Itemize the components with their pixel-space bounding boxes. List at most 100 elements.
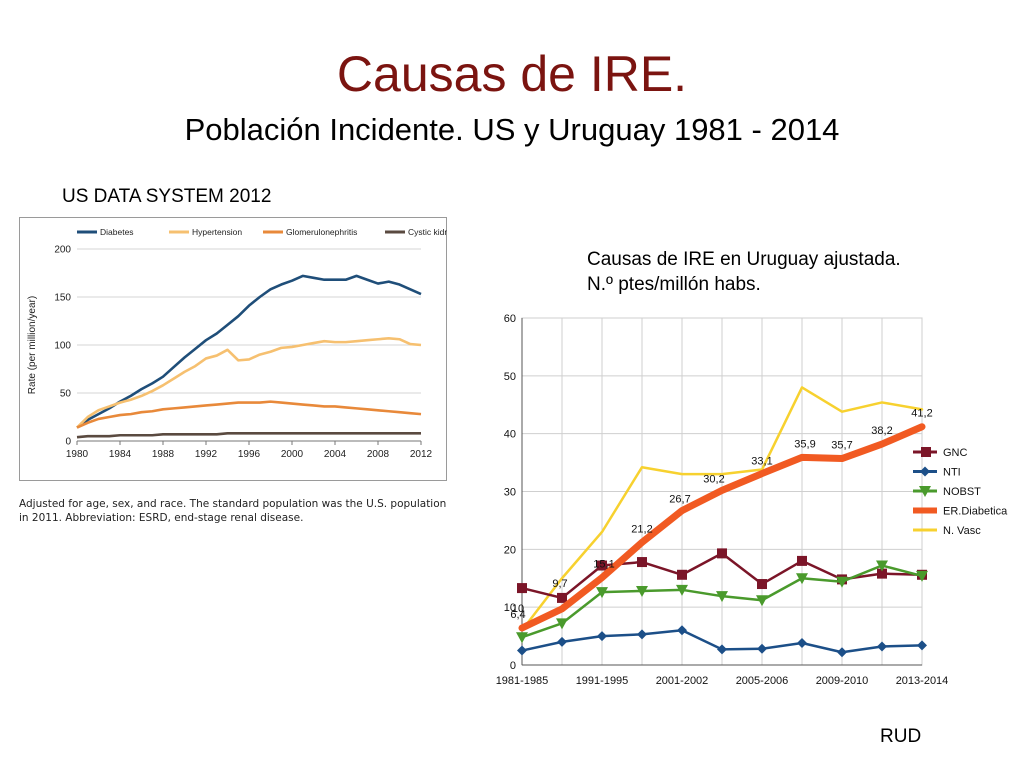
uy-point-nti	[877, 641, 887, 652]
uy-chart-heading: Causas de IRE en Uruguay ajustada. N.º p…	[587, 247, 901, 297]
us-x-tick-label: 2004	[324, 449, 347, 460]
uy-legend-label-nobst: NOBST	[943, 486, 981, 498]
uy-point-nti	[557, 636, 567, 647]
us-chart-note: Adjusted for age, sex, and race. The sta…	[19, 498, 447, 524]
uy-legend-label-er-diabetica: ER.Diabetica	[943, 506, 1008, 518]
uy-data-label: 33,1	[751, 456, 772, 468]
uy-legend-marker-nti	[920, 466, 930, 477]
uy-point-gnc	[757, 579, 767, 590]
uy-point-nti	[797, 638, 807, 649]
us-x-tick-label: 1988	[152, 449, 175, 460]
us-incidence-chart: 0 50 100 150 200 1980 1984 1988 1992 1996 2000 2004…	[27, 227, 447, 460]
uy-chart-heading-line-2: N.º ptes/millón habs.	[587, 274, 761, 295]
us-y-axis-label: Rate (per million/year)	[27, 296, 38, 394]
uy-point-nti	[717, 644, 727, 655]
uy-legend-item-er-diabetica: ER.Diabetica	[913, 506, 1008, 518]
uy-point-nobst	[836, 576, 848, 588]
us-y-tick-label: 50	[60, 389, 72, 400]
us-series-line-hypertension	[76, 336, 422, 429]
us-x-tick-label: 2012	[410, 449, 433, 460]
uy-point-nobst	[756, 595, 768, 607]
uy-point-nobst	[676, 584, 688, 596]
us-chart-frame	[19, 217, 447, 481]
uy-legend-label-n-vasc: N. Vasc	[943, 525, 981, 537]
uy-legend-marker-gnc	[921, 447, 931, 457]
us-y-tick-label: 100	[54, 341, 71, 352]
uy-point-nti	[917, 640, 927, 651]
uy-y-tick-label: 10	[504, 602, 516, 614]
uy-point-nti	[597, 631, 607, 642]
uy-point-gnc	[677, 569, 687, 580]
uy-point-nobst	[796, 573, 808, 585]
us-legend-label-glomerulonephritis: Glomerulonephritis	[286, 227, 357, 237]
uy-point-gnc	[637, 557, 647, 568]
uy-point-gnc	[877, 568, 887, 579]
uy-point-nti	[517, 645, 527, 656]
uy-point-gnc	[517, 583, 527, 594]
uy-data-label: 26,7	[669, 494, 690, 506]
uy-data-label: 35,7	[831, 440, 852, 452]
us-series-line-diabetes	[76, 274, 422, 429]
uy-legend-item-gnc: GNC	[913, 447, 968, 459]
uy-legend-item-nobst: NOBST	[913, 486, 981, 498]
uy-y-tick-label: 0	[510, 660, 516, 672]
uy-series-line-n-vasc	[520, 386, 924, 632]
uy-point-nti	[837, 647, 847, 658]
uy-x-tick-label: 1981-1985	[496, 675, 549, 687]
uy-data-label: 30,2	[703, 473, 724, 485]
uy-point-gnc	[717, 548, 727, 559]
uy-point-nobst	[916, 570, 928, 582]
uy-legend-item-n-vasc: N. Vasc	[913, 525, 981, 537]
uy-legend-label-gnc: GNC	[943, 447, 968, 459]
us-series-line-glomerulonephritis	[76, 400, 422, 429]
uy-y-tick-label: 40	[504, 429, 516, 441]
us-x-tick-label: 2008	[367, 449, 390, 460]
uy-incidence-chart: 0 10 20 30 40 50 60 1981-1985 1991-1995 2001-2002…	[496, 313, 1008, 687]
uy-point-nobst	[596, 587, 608, 599]
us-legend-label-hypertension: Hypertension	[192, 227, 242, 237]
us-chart-heading: US DATA SYSTEM 2012	[62, 186, 272, 207]
uy-point-nti	[757, 643, 767, 654]
uy-legend-marker-nobst	[919, 486, 931, 497]
uy-data-label: 10	[512, 603, 524, 615]
uy-data-label: 41,2	[911, 408, 932, 420]
us-x-tick-label: 1984	[109, 449, 132, 460]
uy-point-nobst	[556, 618, 568, 630]
uy-series-line-er-diabetica	[518, 423, 926, 632]
uy-point-gnc	[557, 592, 567, 603]
uy-x-tick-label: 2005-2006	[736, 675, 789, 687]
uy-point-gnc	[797, 555, 807, 566]
us-legend-label-diabetes: Diabetes	[100, 227, 134, 237]
uy-chart-heading-line-1: Causas de IRE en Uruguay ajustada.	[587, 249, 901, 270]
uy-y-tick-label: 60	[504, 313, 516, 325]
uy-data-label: 35,9	[794, 438, 815, 450]
us-x-tick-label: 1996	[238, 449, 261, 460]
us-x-tick-label: 2000	[281, 449, 304, 460]
us-y-tick-label: 0	[65, 437, 71, 448]
us-x-tick-label: 1992	[195, 449, 218, 460]
uy-data-label: 9,7	[552, 578, 567, 590]
uy-point-nobst	[716, 591, 728, 603]
uy-legend-label-nti: NTI	[943, 467, 961, 479]
uy-point-nobst	[516, 632, 528, 644]
uy-point-nobst	[636, 585, 648, 597]
uy-data-label: 6,4	[510, 609, 525, 621]
uy-x-tick-label: 2009-2010	[816, 675, 869, 687]
uy-x-tick-label: 2001-2002	[656, 675, 709, 687]
us-y-tick-label: 150	[54, 293, 71, 304]
us-series-line-cystic-kidney	[76, 432, 421, 439]
uy-point-gnc	[597, 560, 607, 571]
uy-y-tick-label: 20	[504, 544, 516, 556]
uy-point-nobst	[876, 560, 888, 572]
footer-source: RUD	[880, 726, 922, 747]
uy-data-label: 38,2	[871, 425, 892, 437]
uy-point-nti	[637, 629, 647, 640]
uy-legend-item-nti: NTI	[913, 466, 961, 479]
uy-y-tick-label: 30	[504, 487, 516, 499]
us-y-tick-label: 200	[54, 245, 71, 256]
slide-title: Causas de IRE.	[336, 46, 688, 102]
uy-data-label: 21,2	[631, 523, 652, 535]
us-x-tick-label: 1980	[66, 449, 89, 460]
uy-y-tick-label: 50	[504, 371, 516, 383]
us-legend-label-cystic-kidney: Cystic kidney	[408, 227, 447, 237]
